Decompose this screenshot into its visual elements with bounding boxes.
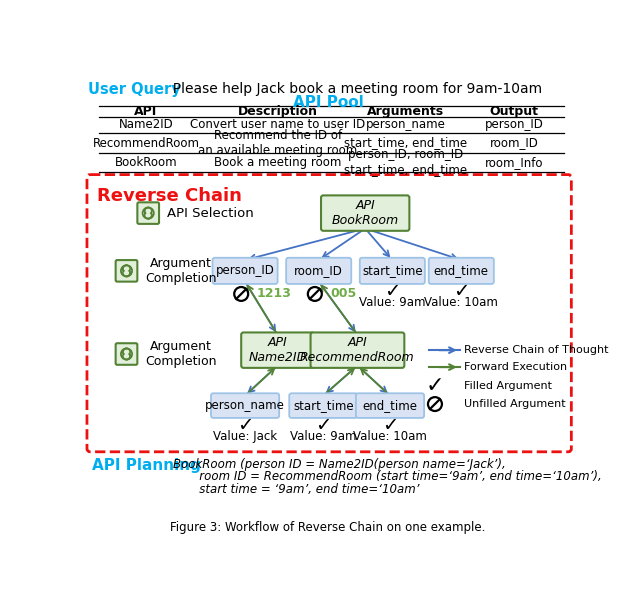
Text: end_time: end_time	[434, 264, 489, 277]
FancyBboxPatch shape	[212, 258, 278, 284]
Text: Figure 3: Workflow of Reverse Chain on one example.: Figure 3: Workflow of Reverse Chain on o…	[170, 521, 486, 534]
Text: Value: 10am: Value: 10am	[424, 296, 498, 309]
Text: Convert user name to user ID: Convert user name to user ID	[190, 119, 365, 131]
FancyBboxPatch shape	[321, 195, 410, 231]
Text: Book a meeting room: Book a meeting room	[214, 156, 341, 169]
Text: ✓: ✓	[382, 416, 398, 435]
Text: Reverse Chain of Thought: Reverse Chain of Thought	[463, 345, 608, 355]
Text: ✓: ✓	[453, 282, 470, 301]
Text: Reverse Chain: Reverse Chain	[97, 187, 242, 205]
Text: room ID = RecommendRoom (start time=‘9am’, end time=‘10am’),: room ID = RecommendRoom (start time=‘9am…	[173, 470, 602, 483]
FancyBboxPatch shape	[429, 258, 494, 284]
Text: Recommend the ID of
an available meeting room: Recommend the ID of an available meeting…	[198, 129, 357, 157]
FancyBboxPatch shape	[356, 393, 424, 418]
Text: Forward Execution: Forward Execution	[463, 362, 567, 372]
Text: person_ID: person_ID	[484, 119, 543, 131]
Text: person_name: person_name	[365, 119, 445, 131]
FancyBboxPatch shape	[310, 333, 404, 368]
Text: Arguments: Arguments	[367, 105, 444, 118]
Text: person_ID: person_ID	[216, 264, 275, 277]
Text: 005: 005	[330, 288, 356, 300]
Text: Argument
Completion: Argument Completion	[145, 257, 216, 285]
FancyBboxPatch shape	[286, 258, 351, 284]
Text: ✓: ✓	[315, 416, 332, 435]
Text: end_time: end_time	[362, 399, 417, 412]
Text: API
BookRoom: API BookRoom	[332, 199, 399, 227]
Text: ✓: ✓	[384, 282, 401, 301]
FancyBboxPatch shape	[289, 393, 358, 418]
Text: room_ID: room_ID	[294, 264, 343, 277]
Text: room_Info: room_Info	[484, 156, 543, 169]
Text: Value: Jack: Value: Jack	[213, 430, 277, 443]
Text: API
Name2ID: API Name2ID	[248, 336, 307, 364]
Text: BookRoom (person ID = Name2ID(person name=‘Jack’),: BookRoom (person ID = Name2ID(person nam…	[173, 458, 506, 471]
Text: Name2ID: Name2ID	[118, 119, 173, 131]
Text: Value: 9am: Value: 9am	[290, 430, 356, 443]
Text: start time = ‘9am’, end time=‘10am’: start time = ‘9am’, end time=‘10am’	[173, 483, 419, 496]
FancyBboxPatch shape	[87, 174, 572, 452]
Text: Filled Argument: Filled Argument	[463, 381, 552, 390]
Text: room_ID: room_ID	[490, 137, 538, 150]
Text: API
RecommendRoom: API RecommendRoom	[300, 336, 415, 364]
Text: API Pool: API Pool	[292, 94, 364, 109]
Text: start_time: start_time	[293, 399, 354, 412]
Text: start_time, end_time: start_time, end_time	[344, 137, 467, 150]
Text: Output: Output	[490, 105, 538, 118]
Text: start_time: start_time	[362, 264, 422, 277]
Text: Unfilled Argument: Unfilled Argument	[463, 399, 565, 409]
Text: 1213: 1213	[257, 288, 292, 300]
Text: Description: Description	[237, 105, 317, 118]
FancyBboxPatch shape	[116, 344, 138, 365]
Text: person_ID, room_ID
start_time, end_time: person_ID, room_ID start_time, end_time	[344, 148, 467, 176]
Text: Value: 9am: Value: 9am	[359, 296, 426, 309]
Text: BookRoom: BookRoom	[115, 156, 177, 169]
Text: person_name: person_name	[205, 399, 285, 412]
Text: ✓: ✓	[426, 376, 444, 396]
FancyBboxPatch shape	[360, 258, 425, 284]
Text: Value: 10am: Value: 10am	[353, 430, 427, 443]
FancyBboxPatch shape	[116, 260, 138, 282]
Text: User Query: User Query	[88, 82, 180, 97]
Text: RecommendRoom: RecommendRoom	[92, 137, 200, 150]
Text: Please help Jack book a meeting room for 9am-10am: Please help Jack book a meeting room for…	[164, 82, 542, 96]
Text: API: API	[134, 105, 157, 118]
Text: API Planning: API Planning	[92, 458, 200, 473]
FancyBboxPatch shape	[211, 393, 279, 418]
Text: API Selection: API Selection	[167, 207, 253, 219]
Text: ✓: ✓	[237, 416, 253, 435]
FancyBboxPatch shape	[241, 333, 314, 368]
FancyBboxPatch shape	[138, 202, 159, 224]
Text: Argument
Completion: Argument Completion	[145, 340, 216, 368]
